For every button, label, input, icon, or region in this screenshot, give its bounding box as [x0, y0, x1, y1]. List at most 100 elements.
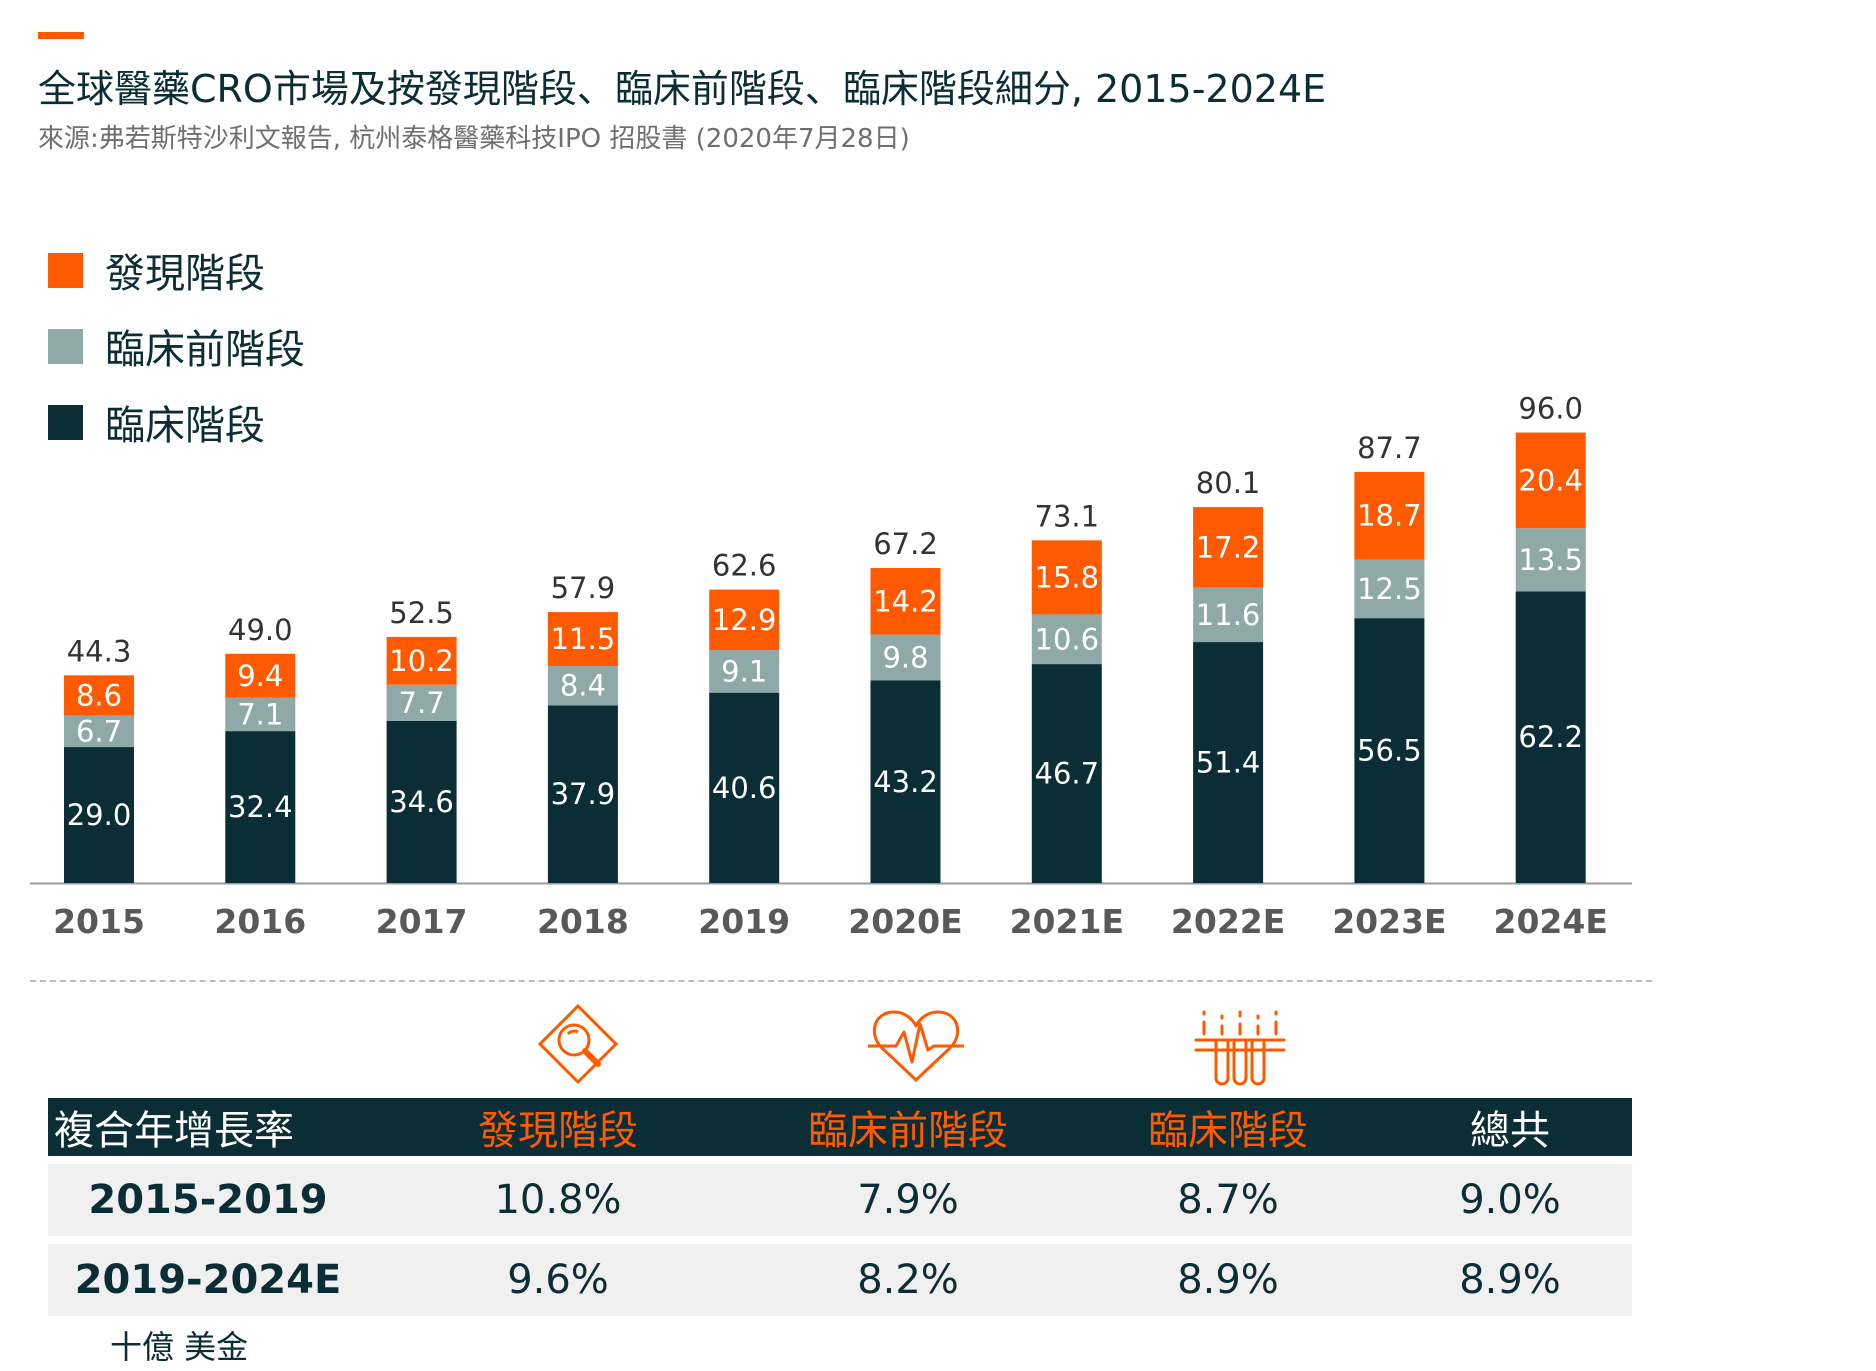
heartbeat-icon [868, 1010, 964, 1082]
cagr-period: 2019-2024E [74, 1257, 342, 1303]
chart-source: 來源:弗若斯特沙利文報告, 杭州泰格醫藥科技IPO 招股書 (2020年7月28… [38, 124, 910, 154]
cagr-header-clinical: 臨床階段 [1148, 1108, 1308, 1154]
bar-segment [547, 665, 618, 706]
cagr-discovery-value: 9.6% [507, 1257, 609, 1303]
data-label: 11.5 [551, 622, 616, 656]
data-label: 8.6 [76, 679, 122, 713]
legend-swatch-clinical [48, 404, 83, 440]
bar-segment [870, 568, 941, 635]
bar-segment [870, 634, 941, 681]
data-label: 7.7 [399, 686, 445, 720]
chart-title: 全球醫藥CRO市場及按發現階段、臨床前階段、臨床階段細分, 2015-2024E [38, 67, 1327, 111]
cagr-preclinical-value: 8.2% [857, 1257, 959, 1303]
cagr-header-total: 總共 [1470, 1108, 1550, 1154]
bar-segment [64, 715, 134, 748]
data-label: 8.4 [560, 669, 606, 703]
section-divider [30, 980, 1652, 982]
x-tick-label: 2015 [53, 902, 145, 941]
total-label: 62.6 [712, 549, 777, 583]
data-label: 11.6 [1196, 598, 1261, 632]
bar-segment [1354, 618, 1425, 883]
bar-segment [547, 705, 618, 883]
total-label: 96.0 [1518, 392, 1583, 426]
x-tick-label: 2023E [1332, 902, 1446, 941]
data-label: 62.2 [1518, 720, 1583, 754]
data-label: 9.1 [721, 654, 767, 688]
bar-segment [64, 747, 134, 883]
x-tick-label: 2022E [1171, 902, 1285, 941]
x-tick-label: 2017 [376, 902, 468, 941]
bar-segment [64, 675, 134, 716]
data-label: 40.6 [712, 771, 777, 805]
x-tick-label: 2020E [848, 902, 962, 941]
bar-segment [1354, 471, 1425, 560]
bar-segment [870, 680, 941, 883]
legend-item-discovery: 發現階段 [48, 232, 305, 308]
bar-segment [709, 589, 780, 651]
total-label: 67.2 [873, 527, 938, 561]
cagr-clinical-value: 8.9% [1177, 1257, 1279, 1303]
data-label: 12.5 [1357, 572, 1422, 606]
search-diamond-icon [537, 1003, 619, 1085]
bar-segment [1193, 587, 1264, 643]
cagr-total-value: 9.0% [1459, 1177, 1561, 1223]
bar-segment [1515, 528, 1586, 592]
bar-segment [1515, 591, 1586, 883]
data-label: 56.5 [1357, 734, 1422, 768]
title-accent-bar [38, 32, 84, 39]
data-label: 43.2 [873, 765, 938, 799]
data-label: 37.9 [551, 777, 616, 811]
bar-segment [709, 650, 780, 693]
data-label: 10.6 [1035, 622, 1100, 656]
bar-segment [225, 697, 296, 732]
cagr-preclinical-value: 7.9% [857, 1177, 959, 1223]
cagr-clinical-value: 8.7% [1177, 1177, 1279, 1223]
data-label: 10.2 [389, 644, 454, 678]
bar-segment [386, 720, 457, 883]
legend-swatch-discovery [48, 252, 83, 288]
table-row: 2015-2019 10.8% 7.9% 8.7% 9.0% [48, 1164, 1632, 1236]
total-label: 44.3 [67, 634, 132, 668]
data-label: 51.4 [1196, 746, 1261, 780]
legend-label-discovery: 發現階段 [105, 251, 265, 297]
data-label: 7.1 [237, 697, 283, 731]
cagr-header-discovery: 發現階段 [478, 1108, 638, 1154]
cagr-total-value: 8.9% [1459, 1257, 1561, 1303]
bar-segment [1031, 664, 1102, 883]
data-label: 12.9 [712, 603, 777, 637]
x-tick-label: 2024E [1494, 902, 1608, 941]
data-label: 46.7 [1035, 757, 1100, 791]
bar-segment [1354, 559, 1425, 619]
legend-label-preclinical: 臨床前階段 [105, 327, 305, 373]
data-label: 29.0 [67, 798, 132, 832]
bar-segment [225, 731, 296, 883]
total-label: 87.7 [1357, 431, 1422, 465]
total-label: 57.9 [551, 571, 616, 605]
legend-swatch-preclinical [48, 328, 83, 364]
total-label: 52.5 [389, 596, 454, 630]
bar-segment [386, 636, 457, 685]
bar-segment [1193, 642, 1264, 883]
x-tick-label: 2019 [698, 902, 790, 941]
bar-segment [547, 612, 618, 666]
bar-segment [1031, 614, 1102, 665]
x-tick-label: 2018 [537, 902, 629, 941]
data-label: 15.8 [1035, 560, 1100, 594]
unit-label: 十億 美金 [110, 1328, 249, 1366]
data-label: 9.4 [237, 659, 283, 693]
data-label: 14.2 [873, 584, 938, 618]
data-label: 20.4 [1518, 463, 1583, 497]
data-label: 6.7 [76, 714, 122, 748]
data-label: 32.4 [228, 790, 293, 824]
cagr-header-preclinical: 臨床前階段 [808, 1108, 1008, 1154]
x-tick-label: 2016 [214, 902, 306, 941]
data-label: 13.5 [1518, 543, 1583, 577]
data-label: 9.8 [882, 641, 928, 675]
data-label: 18.7 [1357, 499, 1422, 533]
bar-segment [225, 653, 296, 698]
cagr-table: 複合年增長率 發現階段 臨床前階段 臨床階段 總共 2015-2019 10.8… [48, 1098, 1632, 1316]
table-row: 2019-2024E 9.6% 8.2% 8.9% 8.9% [48, 1244, 1632, 1316]
legend-item-preclinical: 臨床前階段 [48, 308, 305, 384]
bar-segment [1193, 507, 1264, 588]
test-tubes-icon [1194, 1010, 1286, 1086]
